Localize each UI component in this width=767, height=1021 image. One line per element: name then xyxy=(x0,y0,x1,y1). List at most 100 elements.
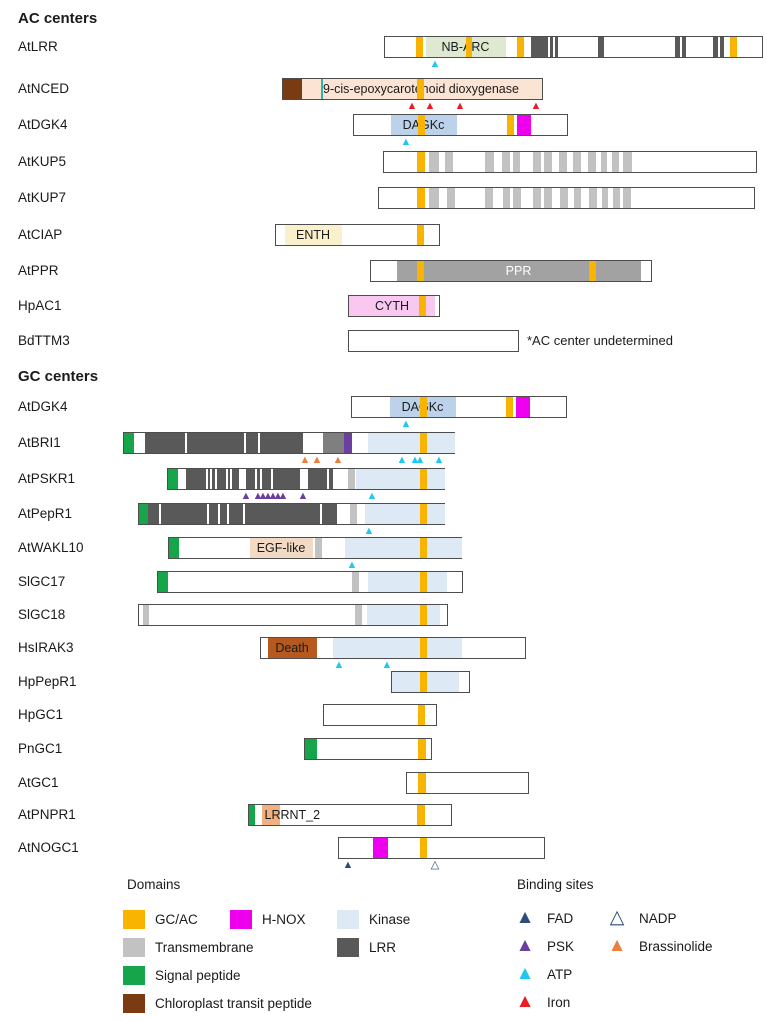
segment-lrr xyxy=(674,37,680,57)
legend-swatch-ctp xyxy=(123,994,145,1013)
protein-bar-AtDGK4: DAGKc xyxy=(351,396,567,418)
marker-psk-icon: ▲ xyxy=(262,490,274,502)
legend-label-domain: H-NOX xyxy=(262,912,306,927)
segment-white xyxy=(326,469,329,489)
segment-tm xyxy=(142,605,149,625)
marker-nadp-icon: △ xyxy=(430,859,440,871)
segment-gcac xyxy=(415,37,423,57)
domain-box-ENTH: ENTH xyxy=(284,225,342,245)
protein-label-AtWAKL10: AtWAKL10 xyxy=(18,540,84,555)
segment-hnox xyxy=(515,397,530,417)
gc-centers-title: GC centers xyxy=(18,368,99,385)
segment-hnox xyxy=(516,115,531,135)
segment-gcac xyxy=(419,433,427,453)
protein-bar-AtPNPR1: LRRNT_2 xyxy=(248,804,452,826)
segment-gcac xyxy=(505,397,513,417)
segment-white xyxy=(214,469,217,489)
segment-white xyxy=(209,469,212,489)
legend-label-binding-site: NADP xyxy=(639,911,677,926)
legend-swatch-hnox xyxy=(230,910,252,929)
legend-label-binding-site: Brassinolide xyxy=(639,939,713,954)
protein-bar-AtDGK4: DAGKc xyxy=(353,114,568,136)
domain-box-EGF-like: EGF-like xyxy=(249,538,313,558)
segment-signal xyxy=(169,538,179,558)
protein-bar-SlGC18 xyxy=(138,604,448,626)
legend-label-binding-site: ATP xyxy=(547,967,573,982)
legend-triangle-brassinolide-icon: ▲ xyxy=(607,935,627,956)
protein-bar-AtCIAP: ENTH xyxy=(275,224,440,246)
segment-ctp xyxy=(283,79,302,99)
marker-atp-icon: ▲ xyxy=(346,559,358,571)
segment-kinase xyxy=(332,638,462,658)
protein-bar-AtNCED: 9-cis-epoxycarotenoid dioxygenase xyxy=(282,78,543,100)
protein-label-AtBRI1: AtBRI1 xyxy=(18,435,61,450)
segment-lrrnt xyxy=(261,805,280,825)
segment-lrr xyxy=(681,37,686,57)
protein-bar-SlGC17 xyxy=(157,571,463,593)
marker-brassinolide-icon: ▲ xyxy=(299,454,311,466)
segment-tm xyxy=(347,469,355,489)
protein-bar-BdTTM3 xyxy=(348,330,519,352)
legend-label-domain: Signal peptide xyxy=(155,968,241,983)
segment-gcac xyxy=(416,261,424,281)
marker-atp-icon: ▲ xyxy=(433,454,445,466)
segment-signal xyxy=(249,805,255,825)
protein-label-HsIRAK3: HsIRAK3 xyxy=(18,640,74,655)
segment-lrr xyxy=(245,469,300,489)
marker-brassinolide-icon: ▲ xyxy=(332,454,344,466)
protein-bar-AtWAKL10: EGF-like xyxy=(168,537,462,559)
domain-box-Death: Death xyxy=(267,638,317,658)
segment-gcac xyxy=(419,469,427,489)
segment-tm xyxy=(351,572,359,592)
domain-box-LRRNT_2: LRRNT_2 xyxy=(264,808,321,822)
protein-bar-PnGC1 xyxy=(304,738,432,760)
segment-kinase xyxy=(355,469,445,489)
segment-tm xyxy=(428,152,439,172)
segment-white xyxy=(205,469,208,489)
segment-lrr xyxy=(719,37,724,57)
segment-tm xyxy=(532,152,541,172)
protein-bar-AtPPR: PPR xyxy=(370,260,652,282)
legend-swatch-kinase xyxy=(337,910,359,929)
legend-label-binding-site: PSK xyxy=(547,939,575,954)
segment-gcac xyxy=(419,397,427,417)
marker-brassinolide-icon: ▲ xyxy=(311,454,323,466)
segment-purple xyxy=(343,433,352,453)
legend-label-domain: Kinase xyxy=(369,912,411,927)
marker-psk-icon: ▲ xyxy=(297,490,309,502)
protein-bar-AtLRR: NB-ARC xyxy=(384,36,763,58)
segment-tm xyxy=(601,188,608,208)
segment-white xyxy=(184,433,187,453)
legend-label-domain: Chloroplast transit peptide xyxy=(155,996,312,1011)
legend-label-domain: Transmembrane xyxy=(155,940,254,955)
segment-gcac xyxy=(418,296,426,316)
marker-psk-icon: ▲ xyxy=(240,490,252,502)
segment-tm xyxy=(502,188,510,208)
segment-tm xyxy=(428,188,439,208)
segment-gcac xyxy=(417,773,426,793)
legend-swatch-gcac xyxy=(123,910,145,929)
legend-domains-title: Domains xyxy=(127,877,181,892)
segment-tm xyxy=(573,188,581,208)
protein-label-AtGC1: AtGC1 xyxy=(18,775,59,790)
segment-tm xyxy=(611,152,619,172)
segment-tm xyxy=(532,188,541,208)
segment-tm xyxy=(354,605,362,625)
marker-psk-icon: ▲ xyxy=(277,490,289,502)
protein-label-AtNCED: AtNCED xyxy=(18,81,70,96)
segment-white xyxy=(226,504,229,524)
segment-signal xyxy=(305,739,317,759)
segment-white xyxy=(225,469,228,489)
protein-label-HpAC1: HpAC1 xyxy=(18,298,62,313)
segment-lrr xyxy=(554,37,558,57)
protein-label-AtLRR: AtLRR xyxy=(18,39,58,54)
segment-tm xyxy=(512,188,521,208)
segment-gcac xyxy=(588,261,596,281)
segment-lrr xyxy=(530,37,548,57)
segment-tm xyxy=(444,152,453,172)
segment-tm xyxy=(559,188,568,208)
segment-gcac xyxy=(416,805,425,825)
legend-label-binding-site: FAD xyxy=(547,911,574,926)
segment-teal xyxy=(320,79,323,99)
protein-label-AtNOGC1: AtNOGC1 xyxy=(18,840,79,855)
